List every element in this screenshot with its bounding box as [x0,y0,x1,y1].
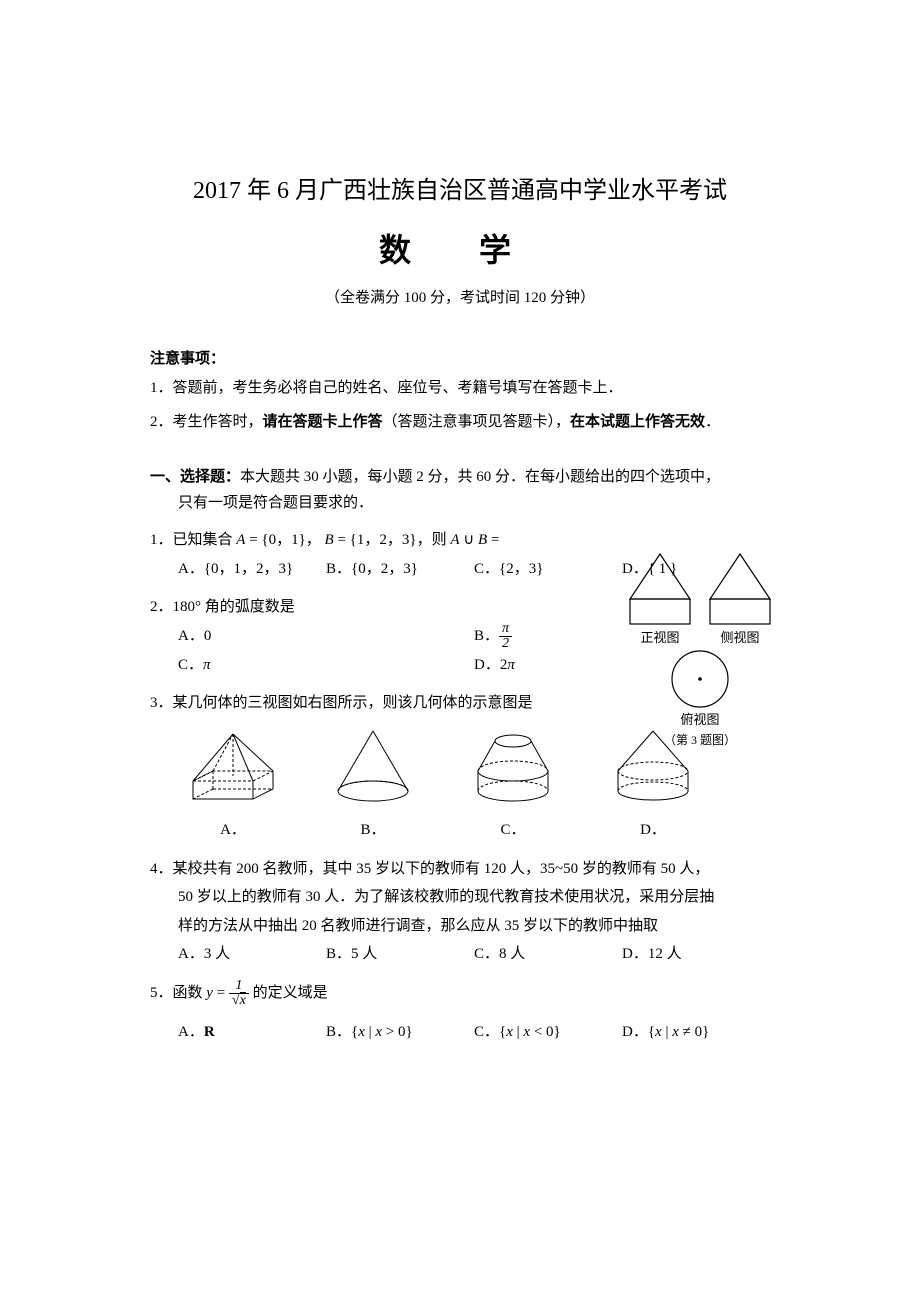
q3-opt-c: C． [458,726,568,845]
q5-opt-a: A．R [178,1018,326,1047]
front-view-label: 正视图 [640,630,679,645]
notice-heading: 注意事项： [150,347,770,368]
q3-caption: （第 3 题图） [664,733,736,747]
q4-opt-c: C．8 人 [474,940,622,969]
exam-note: （全卷满分 100 分，考试时间 120 分钟） [150,286,770,307]
q3-right-figure: 正视图 侧视图 俯视图 （第 3 题图） [620,549,780,760]
q3-opt-a: A． [178,726,288,845]
q5-stem: 5．函数 y = 1√x 的定义域是 [150,979,770,1008]
document-title: 2017 年 6 月广西壮族自治区普通高中学业水平考试 [150,170,770,205]
q2-opt-c: C．π [178,651,474,680]
q4-line3: 样的方法从中抽出 20 名教师进行调查，那么应从 35 岁以下的教师中抽取 [178,912,770,941]
q4-line2: 50 岁以上的教师有 30 人．为了解该校教师的现代教育技术使用状况，采用分层抽 [178,883,770,912]
q5-opt-d: D．{x | x ≠ 0} [622,1018,770,1047]
section-1-head: 一、选择题：本大题共 30 小题，每小题 2 分，共 60 分．在每小题给出的四… [150,465,770,516]
three-view-svg: 正视图 侧视图 俯视图 （第 3 题图） [620,549,780,749]
question-4: 4．某校共有 200 名教师，其中 35 岁以下的教师有 120 人，35~50… [150,855,770,969]
q1-opt-c: C．{2，3} [474,555,622,584]
notice-line-2: 2．考生作答时，请在答题卡上作答（答题注意事项见答题卡），在本试题上作答无效． [150,410,770,436]
notice-line-1: 1．答题前，考生务必将自己的姓名、座位号、考籍号填写在答题卡上． [150,376,770,402]
top-view-label: 俯视图 [680,712,719,727]
q1-opt-a: A．{0，1，2，3} [178,555,326,584]
q3-opt-b: B． [318,726,428,845]
side-view-label: 侧视图 [720,630,759,645]
q1-opt-b: B．{0，2，3} [326,555,474,584]
q4-opt-b: B．5 人 [326,940,474,969]
q2-opt-a: A．0 [178,622,474,651]
q4-line1: 4．某校共有 200 名教师，其中 35 岁以下的教师有 120 人，35~50… [150,855,770,884]
q4-opt-a: A．3 人 [178,940,326,969]
q4-opt-d: D．12 人 [622,940,770,969]
subject-title: 数 学 [150,225,770,271]
question-3: 3．某几何体的三视图如右图所示，则该几何体的示意图是 正视图 侧视图 [150,689,770,845]
q5-opt-c: C．{x | x < 0} [474,1018,622,1047]
question-5: 5．函数 y = 1√x 的定义域是 A．R B．{x | x > 0} C．{… [150,979,770,1047]
q5-opt-b: B．{x | x > 0} [326,1018,474,1047]
